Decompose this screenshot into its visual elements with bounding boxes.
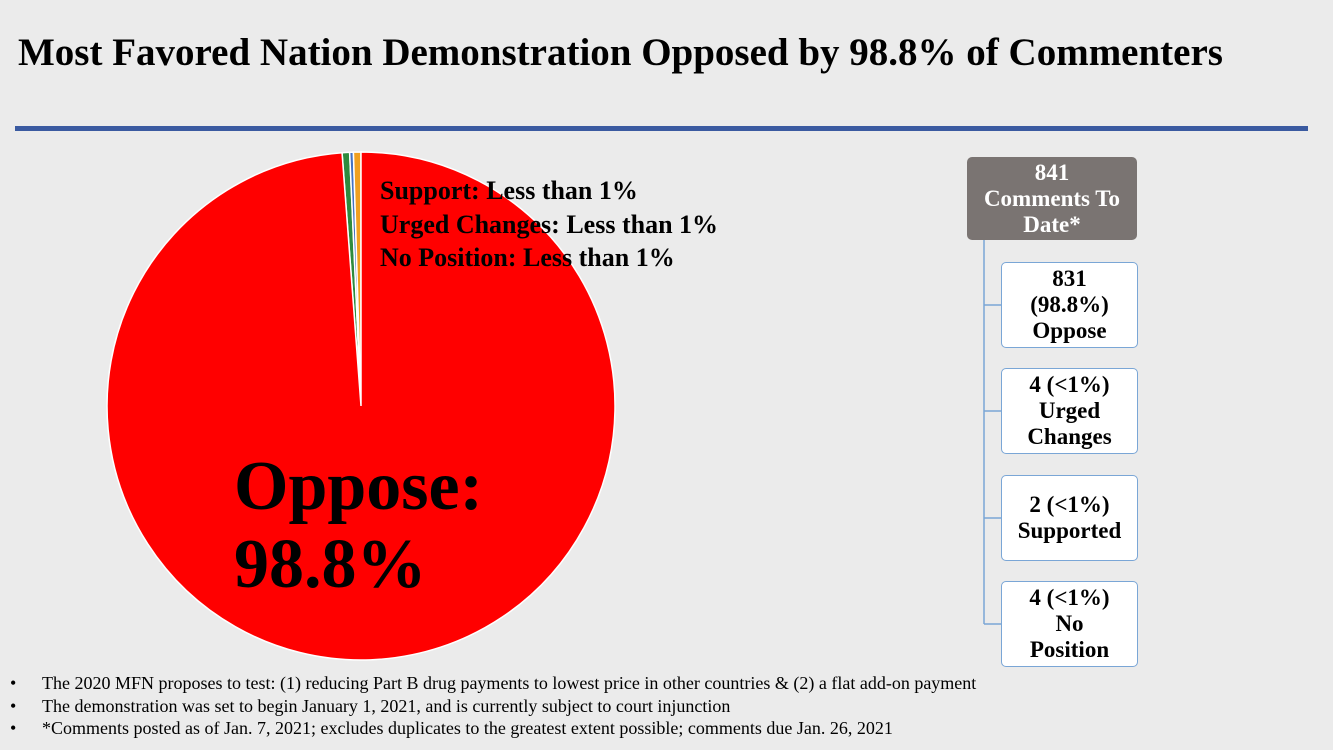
oppose-label-title: Oppose: [234,448,483,525]
oppose-count-box: 831 (98.8%) Oppose [1001,262,1138,348]
oppose-label-percent: 98.8% [234,526,427,603]
footnotes: The 2020 MFN proposes to test: (1) reduc… [8,672,976,740]
total-caption-1: Comments To [983,185,1121,211]
total-caption-2: Date* [1023,211,1081,237]
total-comments-box: 841 Comments To Date* [967,157,1137,240]
supported-count-box: 2 (<1%) Supported [1001,475,1138,561]
footnote-item: The demonstration was set to begin Janua… [8,695,976,718]
oppose-count: 831 [1052,266,1087,291]
pie-chart [106,151,616,661]
footnote-item: *Comments posted as of Jan. 7, 2021; exc… [8,717,976,740]
oppose-percent: (98.8%) [1030,292,1109,317]
oppose-label: Oppose: 98.8% [234,448,483,604]
no-position-count: 4 (<1%) [1029,585,1110,610]
urged-caption-1: Urged [1038,398,1101,423]
legend-urged-changes: Urged Changes: Less than 1% [380,210,719,239]
slide-title: Most Favored Nation Demonstration Oppose… [18,31,1223,74]
supported-caption: Supported [1017,518,1122,543]
title-divider [15,126,1308,131]
footnote-item: The 2020 MFN proposes to test: (1) reduc… [8,672,976,695]
urged-count: 4 (<1%) [1029,372,1110,397]
no-position-caption-1: No [1055,611,1084,636]
legend-support: Support: Less than 1% [380,176,638,205]
legend-no-position: No Position: Less than 1% [380,243,675,272]
pie-slice-oppose [106,151,616,661]
total-count: 841 [1034,159,1070,185]
supported-count: 2 (<1%) [1029,492,1110,517]
no-position-caption-2: Position [1029,637,1110,662]
urged-caption-2: Changes [1027,424,1112,449]
urged-changes-count-box: 4 (<1%) Urged Changes [1001,368,1138,454]
oppose-caption: Oppose [1032,318,1107,343]
no-position-count-box: 4 (<1%) No Position [1001,581,1138,667]
